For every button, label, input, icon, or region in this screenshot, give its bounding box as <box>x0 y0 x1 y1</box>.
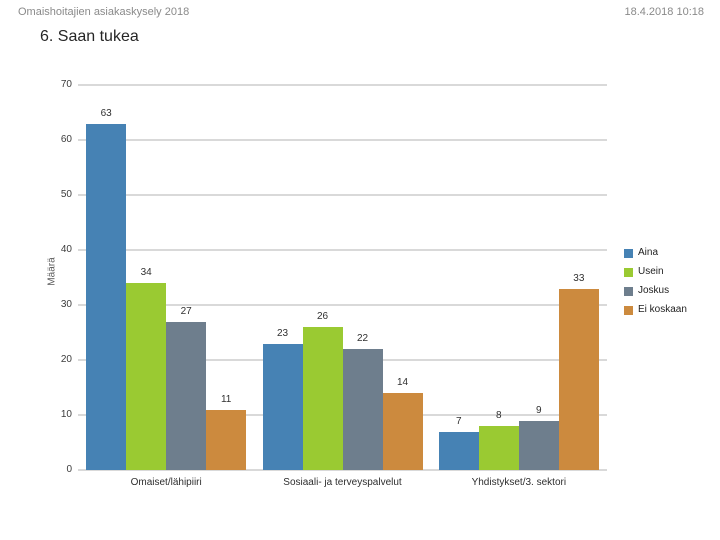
legend-label: Ei koskaan <box>638 304 687 315</box>
gridline <box>78 469 607 471</box>
legend-swatch-icon <box>624 248 633 258</box>
bar-value-label: 14 <box>396 377 409 388</box>
y-tick-label: 40 <box>60 244 72 255</box>
bar <box>478 426 519 470</box>
legend-swatch-icon <box>624 267 633 277</box>
y-tick-label: 60 <box>60 134 72 145</box>
bar-value-label: 7 <box>456 415 462 427</box>
bar-value-label: 27 <box>180 305 192 317</box>
legend-item: Ei koskaan <box>624 304 687 316</box>
gridline <box>78 304 607 306</box>
bar <box>126 283 167 470</box>
y-tick-label: 30 <box>60 299 72 310</box>
bar-value-label: 11 <box>220 393 232 405</box>
bar-value-label: 26 <box>316 311 329 322</box>
bar-value-label: 9 <box>536 404 542 416</box>
bar <box>302 327 343 470</box>
legend-item: Joskus <box>624 285 687 297</box>
bar-value-label: 63 <box>100 107 112 119</box>
chart-legend: Aina Usein Joskus Ei koskaan <box>624 247 687 323</box>
chart-title: 6. Saan tukea <box>40 28 139 45</box>
gridline <box>78 194 607 196</box>
legend-item: Aina <box>624 247 687 259</box>
bar-value-label: 23 <box>276 327 289 339</box>
legend-label: Aina <box>638 247 659 258</box>
bar <box>382 393 423 470</box>
legend-swatch-icon <box>624 286 633 296</box>
bar-value-label: 8 <box>496 410 502 421</box>
bar <box>342 349 383 470</box>
bar-value-label: 22 <box>356 333 369 344</box>
legend-item: Usein <box>624 266 687 278</box>
x-category-label: Yhdistykset/3. sektori <box>471 477 567 488</box>
y-tick-label: 70 <box>60 79 72 90</box>
y-tick-label: 0 <box>66 464 72 475</box>
bar-value-label: 34 <box>140 267 152 278</box>
bar <box>166 321 207 470</box>
report-header-title: Omaishoitajien asiakaskysely 2018 <box>18 6 190 18</box>
bar-value-label: 33 <box>573 272 585 284</box>
x-category-label: Omaiset/lähipiiri <box>130 477 202 488</box>
legend-label: Joskus <box>638 285 670 296</box>
y-axis-label: Määrä <box>46 257 58 286</box>
bar <box>438 431 479 470</box>
legend-swatch-icon <box>624 305 633 315</box>
bar <box>518 420 559 470</box>
y-tick-label: 20 <box>60 354 72 365</box>
bar <box>206 409 247 470</box>
bar <box>86 123 127 470</box>
report-timestamp: 18.4.2018 10:18 <box>624 6 704 18</box>
y-tick-label: 10 <box>60 409 72 420</box>
gridline <box>78 249 607 251</box>
legend-label: Usein <box>638 266 664 277</box>
bar <box>262 343 303 470</box>
x-category-label: Sosiaali- ja terveyspalvelut <box>283 477 402 488</box>
gridline <box>78 84 607 86</box>
bar <box>558 288 599 470</box>
gridline <box>78 139 607 141</box>
y-tick-label: 50 <box>60 189 72 200</box>
